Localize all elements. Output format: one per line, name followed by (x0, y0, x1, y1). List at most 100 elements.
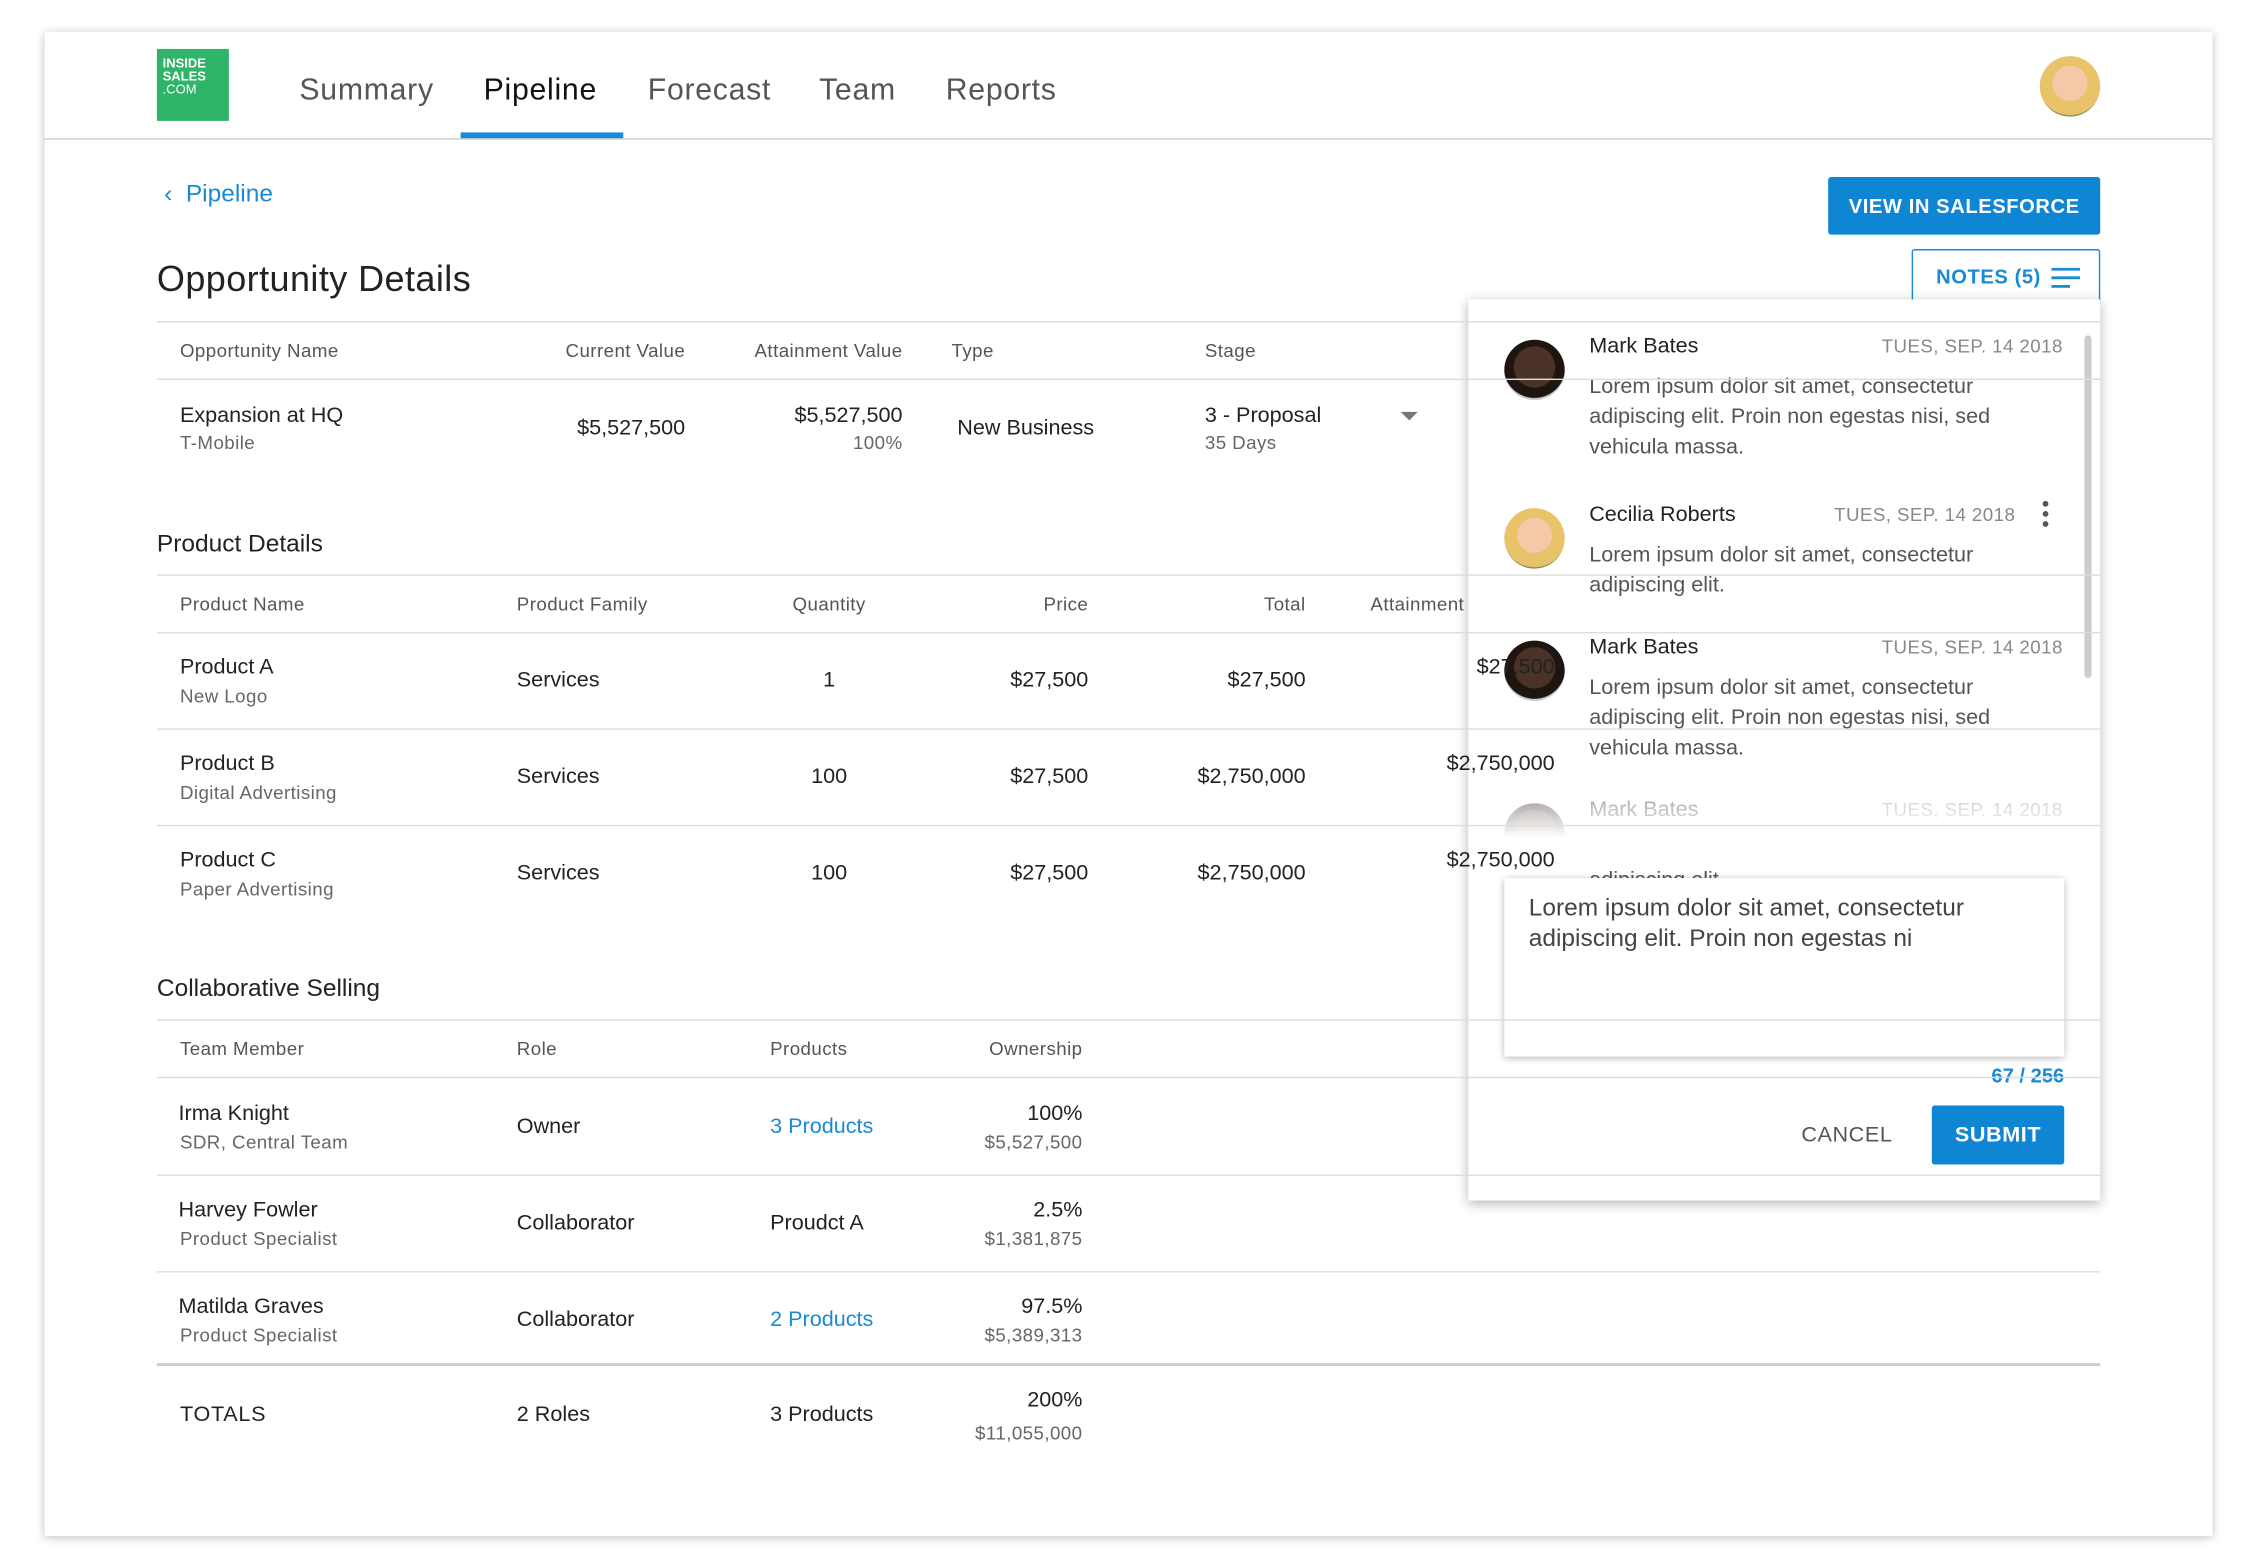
note-avatar (1504, 508, 1565, 569)
nav-tab[interactable]: Reports (945, 73, 1057, 107)
logo-line: SALES (162, 69, 206, 84)
logo: INSIDE SALES .COM (156, 48, 229, 121)
nav-tab[interactable]: Forecast (647, 73, 772, 107)
divider (156, 728, 2101, 730)
cell: $2,750,000 (1197, 860, 1306, 886)
cell: Collaborator (516, 1210, 635, 1236)
cell: New Business (957, 416, 1095, 441)
divider (156, 1271, 2101, 1273)
note-date: TUES, SEP. 14 2018 (1881, 335, 2063, 357)
divider (156, 574, 2101, 576)
note-input (1504, 878, 2065, 1057)
char-counter: 67 / 256 (1991, 1063, 2065, 1087)
column-header: Product Family (516, 593, 648, 615)
logo-line: .COM (162, 82, 197, 97)
cell: Product C (179, 847, 276, 873)
note-draft[interactable]: Lorem ipsum dolor sit amet, consectetur … (1528, 893, 1964, 952)
cell-sub: Paper Advertising (179, 878, 334, 900)
note-avatar (1504, 339, 1565, 401)
column-header: Total (1263, 593, 1306, 615)
cell: $27,500 (1010, 860, 1089, 886)
divider (156, 631, 2101, 634)
column-header: Current Value (565, 339, 686, 362)
cell-sub: 35 Days (1204, 431, 1277, 454)
cell: 2.5% (1033, 1197, 1083, 1223)
cell-sub: Digital Advertising (179, 781, 337, 804)
column-header: Attainment Value (754, 339, 903, 362)
header-line (44, 138, 2213, 140)
cell-sub: 100% (852, 431, 903, 454)
cancel-button[interactable]: CANCEL (1801, 1122, 1893, 1148)
column-header: Products (770, 1037, 848, 1060)
notes-panel: Mark Bates TUES, SEP. 14 2018 Lorem ipsum … (1468, 299, 2101, 1201)
products-link[interactable]: 3 Products (770, 1114, 874, 1139)
note-author: Mark Bates (1589, 333, 1699, 359)
divider (156, 1174, 2101, 1177)
user-avatar[interactable] (2039, 56, 2101, 117)
cell: Services (516, 667, 600, 693)
column-header: Ownership (989, 1037, 1083, 1060)
cell-sub: New Logo (179, 685, 268, 707)
cell-sub: $5,527,500 (984, 1131, 1083, 1154)
note-date: TUES, SEP. 14 2018 (1834, 503, 2016, 526)
column-header: Opportunity Name (179, 339, 339, 362)
note-menu[interactable] (2041, 500, 2050, 527)
note-text: Lorem ipsum dolor sit amet, consectetur … (1589, 542, 1974, 598)
submit-button[interactable]: SUBMIT (1931, 1105, 2065, 1165)
stage-caret[interactable] (1400, 411, 1418, 424)
nav-tab[interactable]: Pipeline (483, 73, 598, 107)
column-header: Quantity (792, 593, 866, 615)
note-date: TUES, SEP. 14 2018 (1881, 636, 2063, 658)
cell: $27,500 (1010, 764, 1089, 789)
totals-cell: 2 Roles (516, 1402, 590, 1427)
totals-cell: 3 Products (770, 1402, 874, 1427)
divider (156, 1363, 2101, 1367)
cell-sub: T-Mobile (179, 431, 256, 454)
cell: Product B (179, 751, 275, 776)
cell: Owner (516, 1114, 581, 1139)
products-link[interactable]: 2 Products (770, 1307, 874, 1332)
salesforce-button[interactable]: VIEW IN SALESFORCE (1828, 177, 2101, 235)
breadcrumb[interactable]: Pipeline (185, 179, 273, 208)
cell: 100% (1027, 1101, 1083, 1126)
cell: 1 (823, 667, 836, 693)
note-text: Lorem ipsum dolor sit amet, consectetur … (1589, 675, 1991, 761)
cell: $5,527,500 (794, 403, 903, 428)
cell: 3 - Proposal (1204, 403, 1322, 428)
divider (156, 321, 2101, 323)
cell: 100 (811, 860, 848, 886)
cell-sub: SDR, Central Team (179, 1131, 349, 1154)
divider (156, 1076, 2101, 1079)
cell: $2,750,000 (1446, 751, 1555, 776)
section-heading: Product Details (156, 529, 323, 558)
note-avatar (1504, 640, 1565, 702)
cell: $5,527,500 (577, 416, 686, 441)
divider (156, 378, 2101, 381)
column-header: Role (516, 1037, 557, 1060)
notes-label[interactable]: NOTES (5) (1936, 264, 2041, 288)
nav-tab[interactable]: Team (819, 73, 896, 107)
kebab-icon[interactable] (2041, 500, 2050, 527)
totals-cell: TOTALS (179, 1402, 267, 1427)
section-heading: Collaborative Selling (156, 974, 381, 1002)
cell: Services (516, 764, 600, 789)
nav-tab[interactable]: Summary (299, 73, 434, 107)
cell: $27,500 (1227, 667, 1306, 693)
cell: 100 (811, 764, 848, 789)
tab-underline (460, 132, 624, 139)
back-link[interactable]: ‹ Pipeline (164, 179, 273, 208)
column-header: Attainment (1370, 593, 1465, 615)
note-author: Cecilia Roberts (1589, 502, 1736, 527)
cell-sub: Product Specialist (179, 1324, 338, 1346)
fade (1468, 767, 2101, 869)
cell: $2,750,000 (1197, 764, 1306, 789)
logo-line: INSIDE (162, 56, 206, 71)
cell: Irma Knight (178, 1101, 289, 1126)
notes-button[interactable]: NOTES (5) (1911, 249, 2101, 307)
divider (156, 1019, 2101, 1021)
scrollbar (2084, 335, 2092, 679)
cell: Services (516, 860, 600, 886)
cell-sub: $5,389,313 (984, 1324, 1083, 1346)
